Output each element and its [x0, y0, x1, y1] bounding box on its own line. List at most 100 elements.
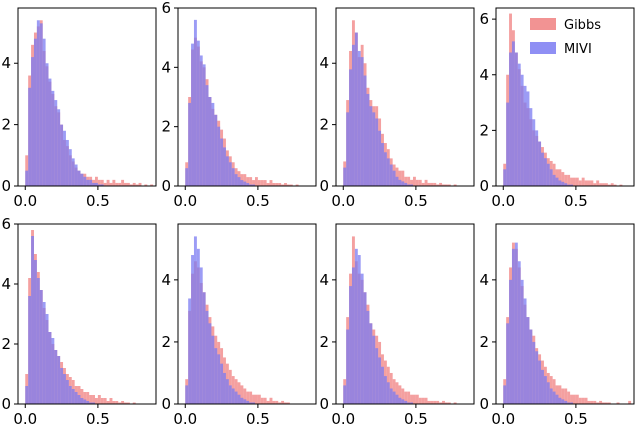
gibbs-bar [281, 184, 285, 186]
mivi-bar [389, 164, 393, 186]
gibbs-bar [266, 400, 270, 404]
mivi-bar [252, 402, 255, 404]
gibbs-bar [124, 182, 127, 186]
gibbs-bar [295, 184, 299, 186]
x-tick-label: 0.5 [404, 410, 428, 428]
gibbs-bar [410, 179, 413, 186]
gibbs-bar [552, 163, 556, 186]
gibbs-bar [289, 184, 293, 186]
gibbs-bar [284, 402, 287, 404]
axes-frame [17, 223, 157, 405]
mivi-bar [240, 397, 244, 404]
gibbs-bar [578, 397, 582, 404]
mivi-bar [349, 286, 352, 404]
gibbs-bar [430, 182, 434, 186]
mivi-bar [570, 402, 573, 404]
mivi-bar [231, 168, 235, 186]
mivi-bar [381, 143, 384, 186]
mivi-bar [25, 170, 29, 186]
mivi-bar [386, 158, 390, 186]
mivi-bar [410, 184, 413, 186]
mivi-bar [217, 126, 221, 186]
mivi-bar [401, 399, 405, 404]
mivi-bar [220, 138, 224, 186]
gibbs-bar [442, 400, 445, 404]
gibbs-bar [121, 401, 125, 404]
gibbs-bar [444, 402, 448, 404]
x-tick-label: 0.5 [86, 192, 110, 210]
y-tick-label: 4 [319, 54, 329, 72]
mivi-bar [97, 184, 101, 186]
y-tick-label: 2 [479, 121, 489, 139]
gibbs-bar [112, 401, 116, 404]
gibbs-bar [604, 183, 608, 186]
gibbs-bar [254, 177, 258, 186]
mivi-bar [100, 184, 104, 186]
mivi-bar [223, 372, 226, 404]
mivi-bar [240, 180, 244, 186]
gibbs-bar [272, 183, 276, 186]
mivi-bar [369, 106, 373, 186]
mivi-bar [36, 278, 40, 404]
mivi-bar [549, 169, 553, 186]
mivi-bar [83, 176, 87, 186]
gibbs-bar [433, 400, 437, 404]
mivi-bar [407, 184, 411, 186]
mivi-bar [351, 267, 355, 404]
mivi-bar [564, 400, 568, 404]
gibbs-bar [109, 182, 113, 186]
mivi-bar [48, 78, 52, 186]
mivi-bar [202, 64, 206, 186]
mivi-bar [357, 255, 361, 404]
gibbs-bar [412, 394, 416, 404]
gibbs-bar [126, 402, 130, 404]
mivi-bar [395, 394, 399, 404]
gibbs-bar [439, 402, 443, 404]
gibbs-bar [619, 184, 623, 186]
gibbs-bar [246, 177, 250, 186]
panel-bars [343, 236, 457, 404]
gibbs-bar [109, 398, 113, 404]
gibbs-bar [572, 394, 576, 404]
mivi-bar [366, 310, 370, 404]
mivi-bar [543, 158, 547, 186]
mivi-bar [386, 382, 390, 404]
y-tick-label: 4 [479, 271, 489, 289]
mivi-bar [249, 184, 253, 186]
panel-bars [503, 242, 632, 404]
mivi-bar [349, 69, 352, 186]
y-tick-label: 0 [161, 177, 171, 195]
gibbs-bar [257, 180, 261, 186]
gibbs-bar [272, 400, 276, 404]
mivi-bar [36, 20, 40, 187]
mivi-bar [188, 298, 192, 404]
mivi-bar [383, 152, 387, 186]
mivi-bar [199, 267, 203, 404]
gibbs-bar [424, 397, 428, 404]
gibbs-bar [275, 183, 279, 186]
gibbs-bar [570, 177, 573, 186]
mivi-bar [77, 395, 81, 404]
mivi-bar [378, 357, 382, 404]
gibbs-bar [240, 385, 244, 404]
mivi-bar [520, 74, 524, 186]
mivi-bar [39, 290, 43, 404]
y-tick-label: 0 [1, 177, 11, 195]
x-tick-label: 0.0 [173, 192, 197, 210]
mivi-bar [92, 182, 95, 186]
gibbs-bar [129, 184, 133, 186]
gibbs-bar [584, 180, 588, 186]
mivi-bar [80, 398, 84, 404]
mivi-bar [45, 63, 49, 186]
gibbs-bar [561, 388, 565, 404]
panel-bars [185, 236, 290, 404]
mivi-bar [517, 261, 521, 404]
mivi-bar [366, 93, 370, 186]
x-tick-label: 0.5 [404, 192, 428, 210]
axes-frame [177, 7, 317, 187]
x-tick-label: 0.0 [173, 410, 197, 428]
gibbs-bar [567, 391, 571, 404]
mivi-bar [185, 385, 189, 404]
mivi-bar [225, 379, 229, 404]
mivi-bar [80, 173, 84, 186]
